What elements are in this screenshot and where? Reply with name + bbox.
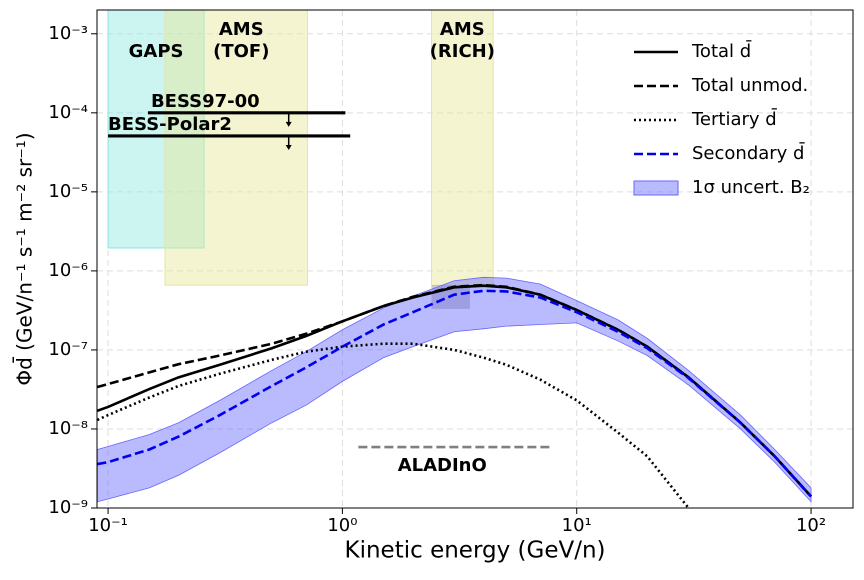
uncertainty-band [97,276,812,503]
series-line [97,342,690,508]
sensitivity-region [107,10,205,249]
limit-arrowhead [285,121,292,127]
projection-label: ALADInO [398,455,487,476]
y-tick-label: 10⁻⁵ [48,181,88,202]
x-tick-label: 10¹ [562,515,592,536]
y-tick-label: 10⁻⁹ [48,497,88,518]
plot-area [97,10,853,508]
legend-label: Secondary d̄ [692,142,806,164]
x-tick-label: 10⁰ [327,515,357,536]
y-tick-label: 10⁻⁶ [48,260,88,281]
region-label: (RICH) [430,41,495,62]
y-tick-label: 10⁻⁴ [48,102,88,123]
legend-label: 1σ uncert. B₂ [692,177,810,198]
limit-label: BESS97-00 [151,91,260,112]
axes-frame [96,9,854,509]
y-axis-label: Φd̄ (GeV/n⁻¹ s⁻¹ m⁻² sr⁻¹) [12,132,37,385]
sensitivity-region [164,10,309,286]
region-label: GAPS [129,41,184,62]
sensitivity-region [430,10,494,286]
limit-arrowhead [285,144,292,150]
x-axis-label: Kinetic energy (GeV/n) [345,538,606,564]
legend-label: Tertiary d̄ [691,108,778,130]
x-tick-label: 10² [796,515,826,536]
limit-label: BESS-Polar2 [108,114,232,135]
legend-label: Total unmod. [691,75,808,96]
y-tick-label: 10⁻⁸ [48,418,88,439]
x-tick-label: 10⁻¹ [88,515,128,536]
legend-swatch [633,180,679,196]
region-label: AMS [219,19,264,40]
region-label: (TOF) [213,41,269,62]
legend-label: Total d̄ [691,40,752,62]
series-line [97,289,813,498]
y-tick-label: 10⁻⁷ [48,339,88,360]
y-tick-label: 10⁻³ [48,23,88,44]
region-label: AMS [440,19,485,40]
series-line [97,283,813,498]
